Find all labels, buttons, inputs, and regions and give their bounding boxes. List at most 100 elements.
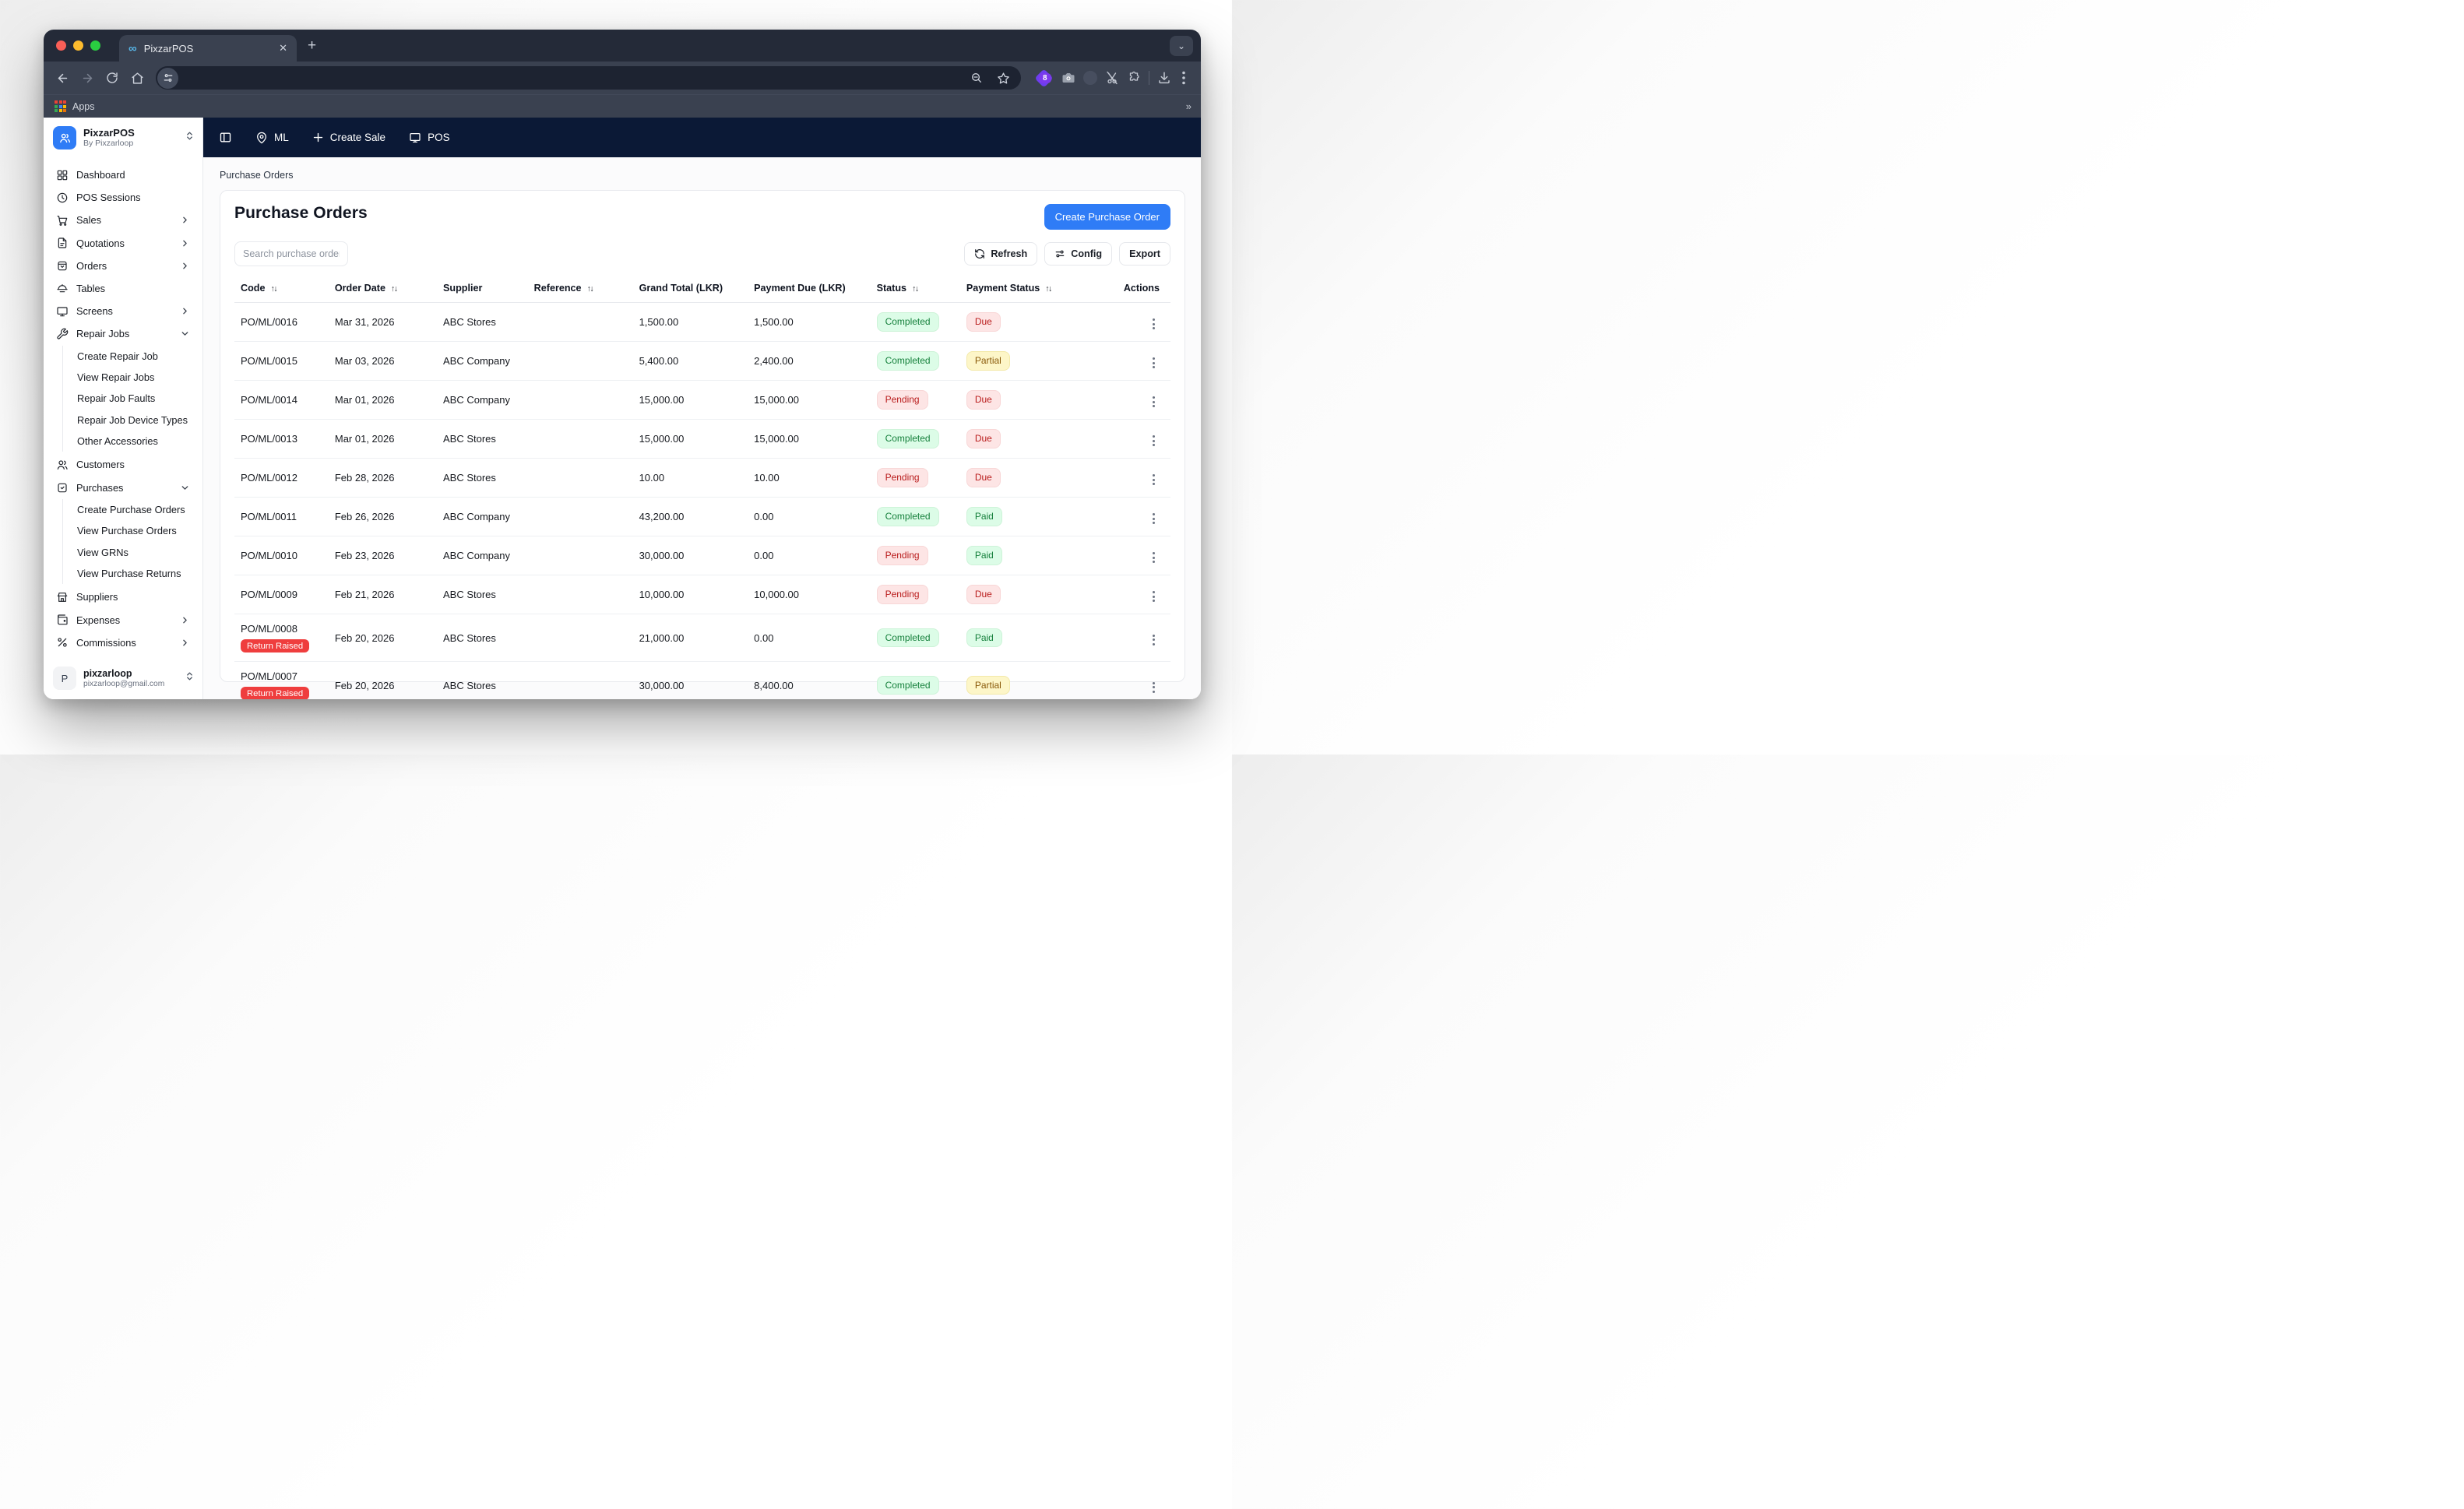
- sidebar-item-expenses[interactable]: Expenses: [50, 608, 196, 631]
- sidebar-item-tables[interactable]: Tables: [50, 277, 196, 300]
- extension-w-icon[interactable]: 8: [1033, 68, 1054, 88]
- sidebar-toggle-icon[interactable]: [219, 131, 232, 144]
- sidebar-item-repair-jobs[interactable]: Repair Jobs: [50, 322, 196, 345]
- sidebar-subitem-view-grns[interactable]: View GRNs: [77, 546, 128, 558]
- grand-total: 1,500.00: [639, 316, 679, 328]
- back-icon[interactable]: [51, 67, 73, 89]
- disabled-extension-icon[interactable]: [1083, 71, 1097, 85]
- row-actions-kebab-icon[interactable]: [1149, 393, 1158, 410]
- sidebar-item-customers[interactable]: Customers: [50, 453, 196, 476]
- payment-status-badge: Due: [966, 429, 1001, 448]
- file-text-icon: [56, 237, 69, 249]
- close-window-button[interactable]: [56, 40, 66, 51]
- column-header-reference[interactable]: Reference ↑↓: [527, 276, 633, 303]
- refresh-button[interactable]: Refresh: [964, 242, 1038, 266]
- sidebar-submenu: Create Repair Job View Repair Jobs Repair …: [62, 345, 196, 452]
- column-header-status[interactable]: Status ↑↓: [870, 276, 960, 303]
- tab-close-icon[interactable]: ✕: [279, 42, 287, 54]
- address-bar[interactable]: [156, 66, 1021, 90]
- sort-icon[interactable]: ↑↓: [390, 284, 398, 294]
- column-header-order-date[interactable]: Order Date ↑↓: [328, 276, 437, 303]
- row-actions-kebab-icon[interactable]: [1149, 631, 1158, 649]
- extensions-puzzle-icon[interactable]: [1127, 71, 1141, 85]
- sidebar-subitem-repair-job-device-types[interactable]: Repair Job Device Types: [77, 413, 188, 426]
- column-header-code[interactable]: Code ↑↓: [234, 276, 329, 303]
- sidebar-item-pos-sessions[interactable]: POS Sessions: [50, 186, 196, 209]
- user-menu[interactable]: P pixzarloop pixzarloop@gmail.com: [44, 658, 202, 699]
- row-actions-kebab-icon[interactable]: [1149, 315, 1158, 332]
- sort-icon[interactable]: ↑↓: [1045, 284, 1052, 294]
- purchase-orders-card: Purchase Orders Create Purchase Order Re…: [220, 190, 1185, 699]
- search-input[interactable]: [234, 241, 348, 266]
- sidebar-item-orders[interactable]: Orders: [50, 255, 196, 277]
- sidebar-item-screens[interactable]: Screens: [50, 300, 196, 322]
- new-tab-button[interactable]: +: [308, 37, 317, 54]
- row-actions-kebab-icon[interactable]: [1149, 679, 1158, 696]
- create-purchase-order-button[interactable]: Create Purchase Order: [1044, 204, 1170, 230]
- tab-search-chevron-icon[interactable]: ⌄: [1170, 35, 1193, 56]
- home-icon[interactable]: [126, 67, 148, 89]
- sidebar-item-dashboard[interactable]: Dashboard: [50, 164, 196, 186]
- app-switcher[interactable]: PixzarPOS By Pixzarloop: [44, 118, 202, 157]
- maximize-window-button[interactable]: [90, 40, 100, 51]
- sidebar-subitem-create-repair-job[interactable]: Create Repair Job: [77, 350, 158, 362]
- row-actions-kebab-icon[interactable]: [1149, 510, 1158, 527]
- config-button[interactable]: Config: [1044, 242, 1113, 266]
- reload-icon[interactable]: [101, 67, 123, 89]
- table-row: PO/ML/0011 Feb 26, 2026 ABC Company 43,200.…: [234, 497, 1170, 536]
- payment-due: 0.00: [754, 631, 774, 644]
- column-header-payment-due-lkr-: Payment Due (LKR): [748, 276, 871, 303]
- status-badge: Completed: [876, 429, 939, 448]
- browser-window: ∞ PixzarPOS ✕ + ⌄: [44, 30, 1201, 699]
- sidebar-subitem-view-repair-jobs[interactable]: View Repair Jobs: [77, 371, 155, 384]
- order-date: Feb 20, 2026: [334, 631, 395, 644]
- forward-icon[interactable]: [76, 67, 98, 89]
- sidebar-subitem-view-purchase-orders[interactable]: View Purchase Orders: [77, 525, 177, 537]
- row-actions-kebab-icon[interactable]: [1149, 432, 1158, 449]
- keys-extension-icon[interactable]: [1105, 71, 1119, 85]
- downloads-icon[interactable]: [1157, 71, 1171, 85]
- row-actions-kebab-icon[interactable]: [1149, 588, 1158, 605]
- sort-icon[interactable]: ↑↓: [586, 284, 594, 294]
- sidebar-item-suppliers[interactable]: Suppliers: [50, 586, 196, 608]
- minimize-window-button[interactable]: [73, 40, 83, 51]
- payment-due: 2,400.00: [754, 355, 794, 367]
- sidebar-submenu: Create Purchase Orders View Purchase Orde…: [62, 498, 196, 585]
- sidebar-item-sales[interactable]: Sales: [50, 209, 196, 231]
- browser-menu-kebab-icon[interactable]: [1179, 71, 1188, 85]
- row-actions-kebab-icon[interactable]: [1149, 471, 1158, 488]
- sidebar-subitem-create-purchase-orders[interactable]: Create Purchase Orders: [77, 503, 185, 515]
- po-code: PO/ML/0010: [241, 550, 297, 561]
- sidebar-item-label: Suppliers: [76, 591, 118, 603]
- sidebar-item-label: Customers: [76, 459, 125, 471]
- bookmarks-apps-label[interactable]: Apps: [72, 100, 95, 112]
- refresh-icon: [975, 249, 985, 259]
- pos-button[interactable]: POS: [409, 132, 450, 144]
- browser-tab[interactable]: ∞ PixzarPOS ✕: [119, 35, 297, 62]
- camera-extension-icon[interactable]: [1061, 71, 1075, 85]
- sidebar-item-purchases[interactable]: Purchases: [50, 477, 196, 499]
- sidebar-item-quotations[interactable]: Quotations: [50, 232, 196, 255]
- sidebar-subitem-view-purchase-returns[interactable]: View Purchase Returns: [77, 568, 181, 580]
- sidebar-item-commissions[interactable]: Commissions: [50, 631, 196, 654]
- payment-status-badge: Paid: [966, 507, 1002, 526]
- bookmarks-overflow-icon[interactable]: »: [1185, 100, 1192, 112]
- zoom-out-icon[interactable]: [966, 72, 987, 84]
- extensions-area: 8: [1029, 68, 1193, 88]
- export-button[interactable]: Export: [1119, 242, 1170, 266]
- sort-icon[interactable]: ↑↓: [270, 284, 277, 294]
- sidebar-subitem-repair-job-faults[interactable]: Repair Job Faults: [77, 392, 156, 405]
- store-icon: [56, 591, 69, 603]
- sidebar-subitem-other-accessories[interactable]: Other Accessories: [77, 435, 158, 448]
- bookmark-star-icon[interactable]: [993, 72, 1014, 85]
- column-header-payment-status[interactable]: Payment Status ↑↓: [959, 276, 1109, 303]
- payment-due: 10,000.00: [754, 589, 799, 600]
- sort-icon[interactable]: ↑↓: [912, 284, 919, 294]
- create-sale-button[interactable]: Create Sale: [312, 132, 385, 143]
- sidebar-item-label: Dashboard: [76, 169, 125, 181]
- location-selector[interactable]: ML: [255, 132, 289, 144]
- tune-icon[interactable]: [157, 67, 178, 89]
- row-actions-kebab-icon[interactable]: [1149, 354, 1158, 371]
- row-actions-kebab-icon[interactable]: [1149, 549, 1158, 566]
- cart-icon: [56, 214, 69, 227]
